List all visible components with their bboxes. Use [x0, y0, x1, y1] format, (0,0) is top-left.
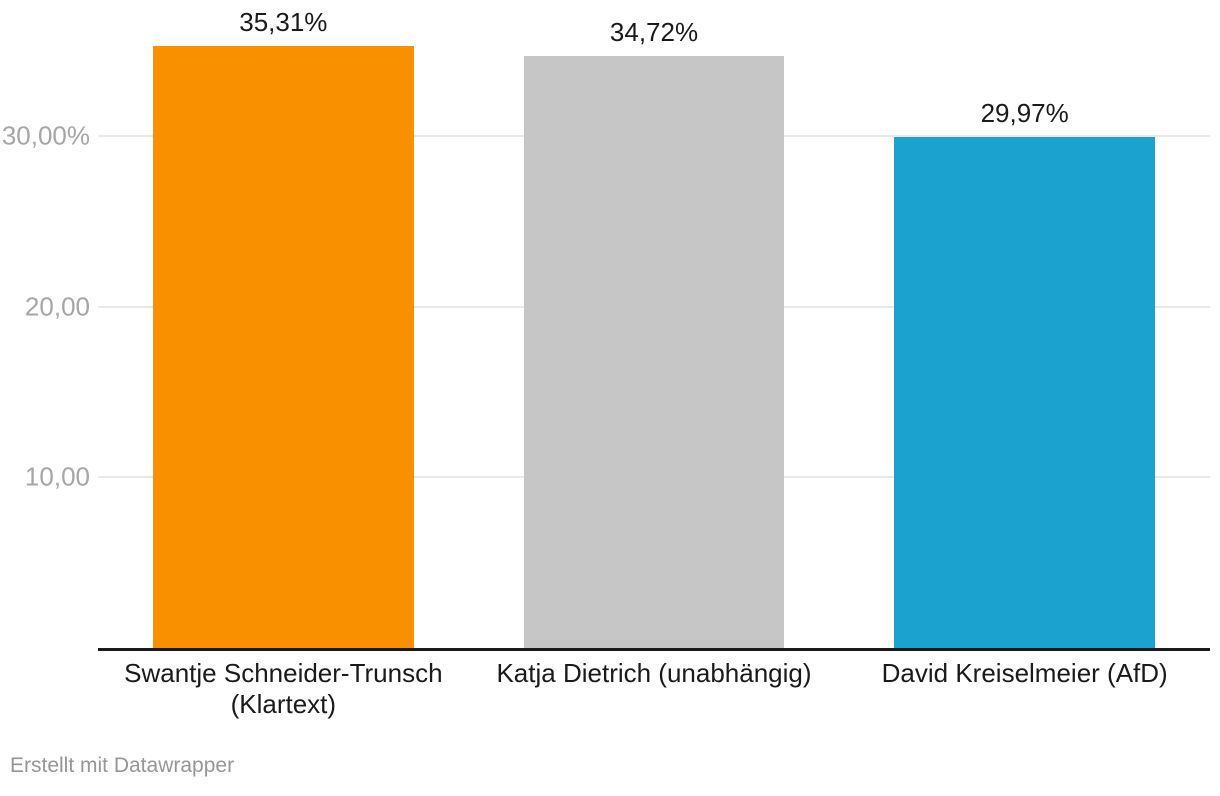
bar [152, 45, 414, 648]
bar-series: 35,31% 34,72% 29,97% [98, 0, 1210, 648]
bar [523, 55, 785, 648]
y-tick-label: 20,00 [24, 291, 90, 322]
x-axis-line [98, 648, 1210, 651]
plot-area: 35,31% 34,72% 29,97% [98, 0, 1210, 651]
category-label: David Kreiselmeier (AfD) [881, 658, 1168, 688]
x-axis: Swantje Schneider-Trunsch (Klartext) Katj… [98, 658, 1210, 720]
category-label: Katja Dietrich (unabhängig) [496, 658, 812, 688]
category-label: Swantje Schneider-Trunsch (Klartext) [124, 658, 443, 719]
bar-value-label: 35,31% [239, 6, 328, 37]
bar-slot: 35,31% [98, 0, 469, 648]
bar [894, 136, 1156, 648]
bar-value-label: 29,97% [980, 97, 1069, 128]
y-tick-label: 30,00% [1, 120, 90, 151]
bar-value-label: 34,72% [609, 16, 699, 47]
y-tick-label: 10,00 [24, 461, 90, 492]
bar-slot: 29,97% [839, 0, 1210, 648]
bar-slot: 34,72% [469, 0, 840, 648]
datawrapper-credit-link[interactable]: Erstellt mit Datawrapper [10, 754, 235, 777]
